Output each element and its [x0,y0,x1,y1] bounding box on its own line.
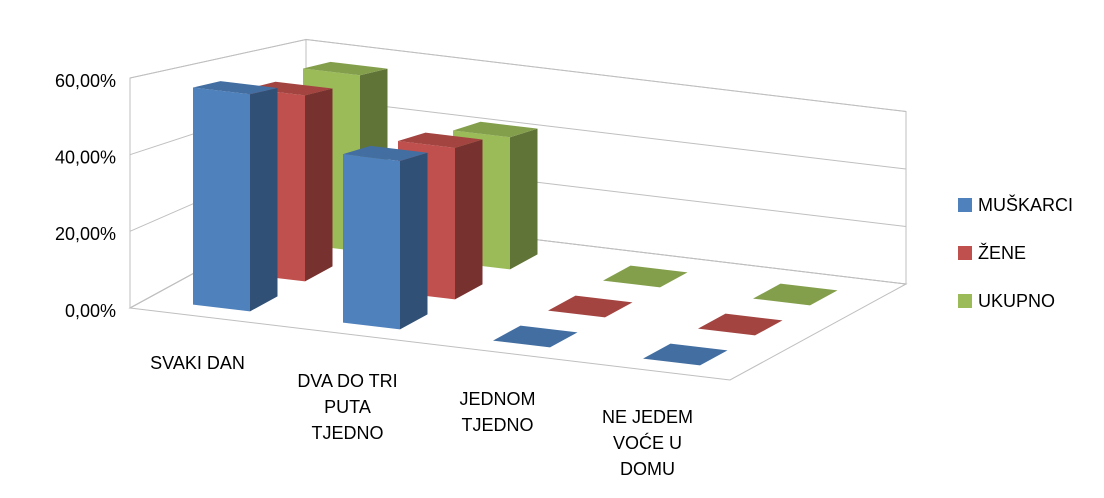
x-tick-label: DVA DO TRI PUTA TJEDNO [297,371,397,443]
legend-label: MUŠKARCI [978,194,1073,215]
bar-top [453,121,538,138]
y-tick-label: 0,00% [65,301,116,321]
bar-top [343,145,428,161]
bar [193,81,278,312]
bar-top [643,343,728,366]
bar [343,145,428,330]
bar-front [193,87,250,312]
bar-side [455,139,483,300]
y-tick-label: 40,00% [55,147,116,167]
bar [548,295,633,318]
bar-top [753,283,838,306]
bar-top [603,265,688,288]
bar-top [248,81,333,96]
x-tick-label: NE JEDEM VOĆE U DOMU [602,407,693,479]
bar [643,343,728,366]
bar-side [250,88,278,312]
bar [493,325,578,348]
bar-front [343,154,400,330]
bar [698,313,783,336]
bar-top [303,61,388,76]
y-tick-label: 60,00% [55,71,116,91]
bar-top [398,132,483,148]
bar-top [698,313,783,336]
bar-top [193,81,278,95]
legend-swatch [958,198,972,212]
bar-top [548,295,633,318]
legend-swatch [958,246,972,260]
bar [603,265,688,288]
legend-label: ŽENE [978,243,1026,263]
legend-label: UKUPNO [978,291,1055,311]
bar-side [305,88,333,282]
bar-side [510,128,538,270]
grid-line [129,38,907,112]
bar [753,283,838,306]
x-tick-label: SVAKI DAN [150,353,245,373]
x-tick-label: JEDNOM TJEDNO [460,389,536,435]
bar-top [493,325,578,348]
bar-side [400,152,428,330]
legend-swatch [958,294,972,308]
y-tick-label: 20,00% [55,224,116,244]
